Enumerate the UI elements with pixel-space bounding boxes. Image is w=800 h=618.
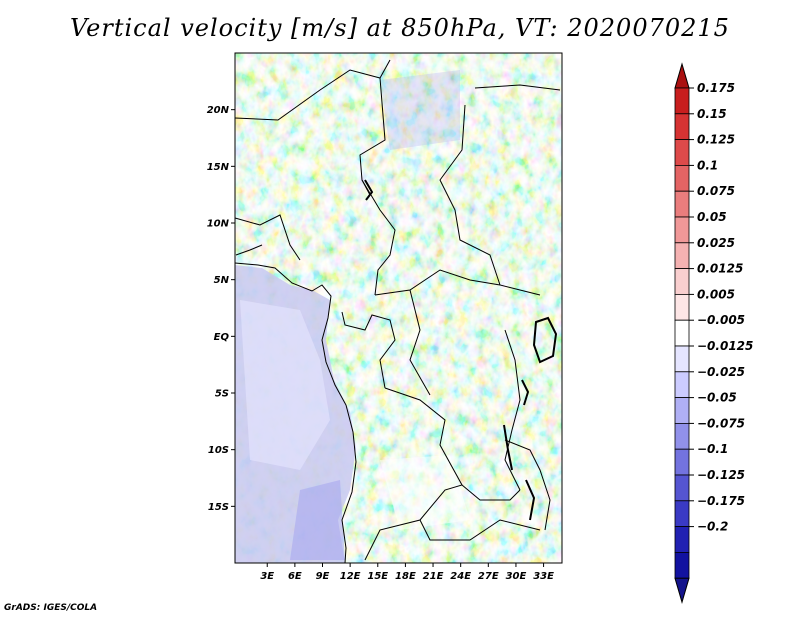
colorbar-swatch bbox=[674, 371, 690, 398]
colorbar-label: −0.1 bbox=[697, 442, 728, 456]
colorbar-label: 0.025 bbox=[697, 236, 735, 250]
x-tick-label: 3E bbox=[260, 571, 274, 582]
x-tick-label: 24E bbox=[450, 571, 471, 582]
colorbar-label: −0.025 bbox=[697, 365, 745, 379]
colorbar-swatch bbox=[674, 164, 690, 192]
x-tick-label: 18E bbox=[395, 571, 416, 582]
colorbar-swatch bbox=[674, 526, 690, 553]
x-tick-label: 6E bbox=[288, 571, 302, 582]
colorbar-swatch bbox=[674, 216, 690, 244]
colorbar-label: −0.005 bbox=[697, 313, 745, 327]
y-tick-label: 5N bbox=[214, 275, 230, 286]
colorbar-label: 0.0125 bbox=[697, 262, 743, 276]
colorbar-swatch bbox=[674, 268, 690, 295]
x-tick-label: 9E bbox=[316, 571, 330, 582]
map-field bbox=[235, 53, 562, 563]
colorbar-label: 0.175 bbox=[697, 81, 735, 95]
colorbar-swatch bbox=[674, 293, 690, 321]
x-axis: 3E 6E 9E 12E 15E 18E 21E 24E 27E 30E 33E bbox=[260, 563, 554, 582]
colorbar-swatch bbox=[674, 319, 690, 347]
colorbar-label: 0.05 bbox=[697, 210, 727, 224]
colorbar-swatch bbox=[674, 242, 690, 270]
colorbar-swatch bbox=[674, 139, 690, 166]
colorbar-swatch bbox=[674, 113, 690, 141]
colorbar-swatch bbox=[674, 190, 690, 218]
x-tick-label: 12E bbox=[340, 571, 361, 582]
y-tick-label: 15N bbox=[207, 162, 230, 173]
colorbar-swatch bbox=[674, 552, 690, 579]
chart-title: Vertical velocity [m/s] at 850hPa, VT: 2… bbox=[70, 14, 730, 42]
colorbar-label: −0.2 bbox=[697, 520, 728, 534]
y-tick-label: 20N bbox=[207, 105, 230, 116]
x-tick-label: 15E bbox=[367, 571, 388, 582]
colorbar-swatch bbox=[674, 345, 690, 373]
colorbar-swatch bbox=[674, 422, 690, 450]
x-tick-label: 27E bbox=[478, 571, 499, 582]
colorbar-label: 0.1 bbox=[697, 158, 718, 172]
colorbar-swatch bbox=[674, 87, 690, 115]
colorbar-label: −0.125 bbox=[697, 468, 745, 482]
colorbar-label: 0.15 bbox=[697, 107, 727, 121]
y-axis: 20N 15N 10N 5N EQ 5S 10S 15S bbox=[207, 105, 235, 513]
y-tick-label: 15S bbox=[208, 502, 229, 513]
y-tick-label: 10S bbox=[208, 445, 229, 456]
colorbar-label: −0.075 bbox=[697, 416, 745, 430]
y-tick-label: EQ bbox=[214, 332, 230, 343]
colorbar-swatch bbox=[674, 500, 690, 527]
colorbar: 0.175 0.15 0.125 0.1 0.075 0.05 0.025 0.0125 0.0… bbox=[674, 62, 753, 604]
colorbar-swatch bbox=[674, 397, 690, 424]
colorbar-label: −0.175 bbox=[697, 494, 745, 508]
colorbar-label: 0.125 bbox=[697, 133, 735, 147]
colorbar-label: −0.05 bbox=[697, 391, 737, 405]
colorbar-label: −0.0125 bbox=[697, 339, 753, 353]
colorbar-swatch bbox=[674, 474, 690, 502]
map-frame bbox=[234, 52, 563, 564]
x-tick-label: 33E bbox=[533, 571, 554, 582]
x-tick-label: 21E bbox=[423, 571, 444, 582]
y-tick-label: 10N bbox=[207, 219, 230, 230]
colorbar-label: 0.075 bbox=[697, 184, 735, 198]
colorbar-swatch bbox=[674, 448, 690, 476]
colorbar-label: 0.005 bbox=[697, 287, 735, 301]
colorbar-bottom-arrow bbox=[674, 577, 690, 604]
colorbar-top-arrow bbox=[674, 62, 690, 89]
y-tick-label: 5S bbox=[215, 389, 229, 400]
x-tick-label: 30E bbox=[506, 571, 527, 582]
credit-label: GrADS: IGES/COLA bbox=[4, 603, 98, 613]
